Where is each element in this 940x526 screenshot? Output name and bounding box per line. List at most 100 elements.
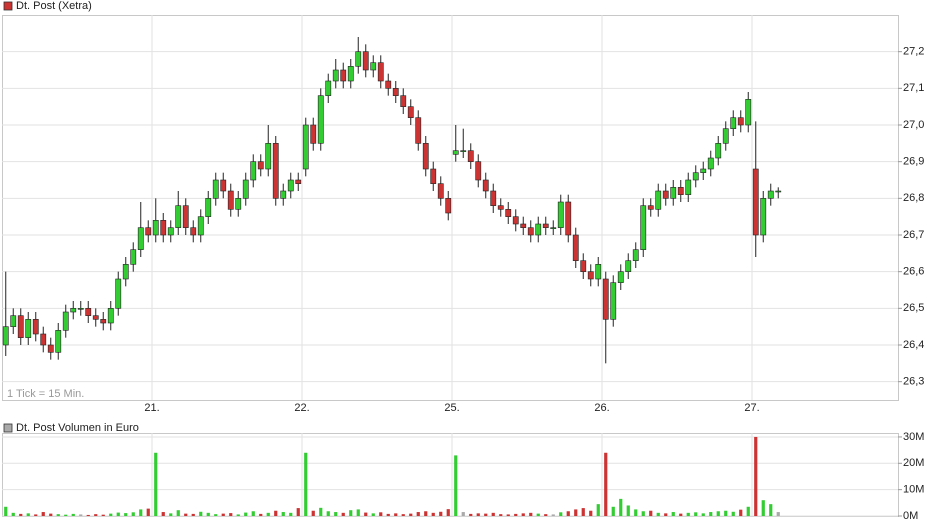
volume-bar [184,513,188,516]
candle-body [167,227,174,236]
candle-body [632,249,639,261]
volume-bar [41,512,45,516]
candle-body [437,183,444,199]
volume-bar [64,514,68,516]
candle-body [460,150,467,152]
volume-bar [251,511,255,516]
volume-bar [649,510,653,516]
candle-body [527,227,534,236]
candle-body [430,168,437,184]
volume-bar [296,508,300,516]
candle-body [707,157,714,170]
candle-body [160,220,167,236]
candle-body [2,326,9,346]
volume-bar [491,512,495,516]
volume-bar [619,498,623,516]
candle-body [340,69,347,82]
candle-body [580,260,587,272]
volume-bar [4,506,8,516]
volume-bar [19,513,23,516]
volume-bar [289,512,293,516]
volume-bar [244,512,248,516]
volume-bar [454,455,458,516]
volume-bar [79,514,83,516]
candle-body [625,260,632,272]
candle-body [10,315,17,327]
volume-bar [724,510,728,516]
legend-swatch [3,423,13,433]
volume-bar [671,512,675,516]
volume-bar [626,505,630,516]
volume-bar [199,511,203,516]
candle-body [70,308,77,313]
volume-bar [679,513,683,516]
volume-bar [476,513,480,516]
volume-bar [611,506,615,516]
volume-bar [386,513,390,516]
candle-body [347,66,354,82]
x-tick-label: 27. [744,402,759,414]
volume-bar [701,513,705,516]
candle-body [295,179,302,184]
candle-body [745,99,752,126]
candle-body [227,190,234,210]
candle-body [17,315,24,338]
volume-bar [401,514,405,516]
candle-body [767,190,774,199]
volume-bar [214,514,218,516]
candle-body [722,128,729,144]
candle-body [137,227,144,250]
volume-bar [356,509,360,516]
candle-body [212,179,219,199]
candle-body [715,143,722,159]
candle-body [602,278,609,320]
volume-bar [109,513,113,516]
y-tick-label: 27,0 [903,119,924,131]
candle-body [535,223,542,236]
volume-bar [154,452,158,516]
y-tick-label: 30M [903,431,924,443]
candle-body [655,190,662,210]
candle-body [572,234,579,261]
volume-bar [589,510,593,516]
volume-bar [709,512,713,516]
volume-bar [349,510,353,516]
volume-bar [739,509,743,516]
candle-body [32,319,39,335]
volume-bar [169,513,173,516]
candle-body [685,179,692,195]
volume-bar [236,514,240,516]
candle-body [422,143,429,170]
candle-body [692,172,699,181]
candle-body [407,106,414,118]
candle-body [355,51,362,67]
candle-body [362,51,369,71]
volume-bar [281,512,285,516]
candle-body [47,344,54,353]
volume-bar [761,500,765,516]
volume-bar [731,511,735,516]
candle-body [250,161,257,181]
y-tick-label: 26,7 [903,229,924,241]
candle-body [40,333,47,346]
volume-bar [514,513,518,516]
volume-bar [461,512,465,516]
candle-body [752,168,759,236]
candle-body [242,179,249,199]
volume-bar [506,514,510,516]
volume-bar [191,513,195,516]
candle-body [175,205,182,228]
annotation: 1 Tick = 15 Min. [7,388,84,400]
volume-bar [371,513,375,516]
volume-bar [469,513,473,516]
candle-body [647,205,654,210]
y-tick-label: 26,4 [903,339,924,351]
candle-body [332,69,339,82]
price-frame [2,15,899,401]
candle-body [265,143,272,170]
volume-bar [161,512,165,516]
volume-bar [206,512,210,516]
volume-bar [311,510,315,516]
candle-body [670,187,677,199]
candle-body [760,198,767,236]
